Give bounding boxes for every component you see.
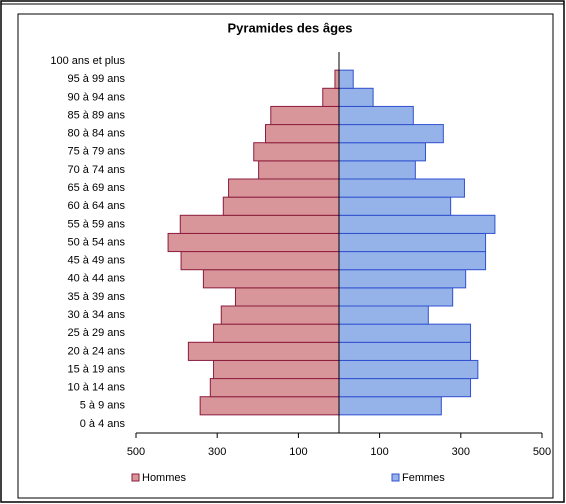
x-tick-label: 300 [452,446,470,458]
bar [338,305,429,325]
bar [179,214,340,234]
bar [338,359,479,380]
category-label: 25 à 29 ans [68,327,126,339]
bar [338,178,465,198]
bar [199,396,340,416]
bar [167,232,340,253]
category-label: 90 à 94 ans [68,91,126,103]
bar [338,269,467,289]
bar [228,178,340,198]
x-tick-label: 100 [370,446,388,458]
bar [338,160,416,180]
category-label: 60 à 64 ans [68,200,126,212]
bar [338,323,472,343]
category-label: 80 à 84 ans [68,128,126,140]
bar [338,287,454,307]
category-label: 65 à 69 ans [68,182,126,194]
bar [334,69,340,89]
category-label: 55 à 59 ans [68,218,126,230]
category-label: 95 à 99 ans [68,73,126,85]
bar [338,396,442,416]
category-label: 70 à 74 ans [68,164,126,176]
category-label: 40 à 44 ans [68,273,126,285]
category-label: 85 à 89 ans [68,109,126,121]
bar [338,214,496,234]
category-label: 100 ans et plus [50,55,125,67]
legend-swatch [131,473,140,482]
bar [265,124,340,144]
category-label: 75 à 79 ans [68,146,126,158]
category-label: 0 à 4 ans [80,418,126,430]
bar [180,251,340,271]
category-label: 20 à 24 ans [68,345,126,357]
category-label: 35 à 39 ans [68,291,126,303]
bar [322,87,340,107]
bar [222,196,340,216]
bar [209,378,340,398]
x-tick-label: 300 [208,446,226,458]
bar [270,105,340,126]
bar [338,196,452,216]
x-tick-label: 100 [289,446,307,458]
bar [187,341,340,361]
category-label: 10 à 14 ans [68,382,126,394]
bar [338,105,414,126]
category-label: 45 à 49 ans [68,255,126,267]
category-label: 30 à 34 ans [68,309,126,321]
bar [258,160,340,180]
bar [338,69,354,89]
bar [338,378,472,398]
bar [338,87,374,107]
bar [220,305,340,325]
x-tick-label: 500 [533,446,551,458]
x-tick-label: 500 [127,446,145,458]
bar [213,323,340,343]
category-label: 50 à 54 ans [68,236,126,248]
legend-swatch [391,473,400,482]
bar [338,232,487,253]
bar [338,124,444,144]
bar [338,341,472,361]
chart-title: Pyramides des âges [227,20,352,35]
category-label: 15 à 19 ans [68,363,126,375]
bar [253,142,340,162]
legend-label: Hommes [142,472,187,484]
bar [234,287,340,307]
category-label: 5 à 9 ans [80,400,126,412]
bar [338,251,487,271]
bar [202,269,340,289]
bar [213,359,340,380]
legend-label: Femmes [402,472,445,484]
bar [338,142,426,162]
